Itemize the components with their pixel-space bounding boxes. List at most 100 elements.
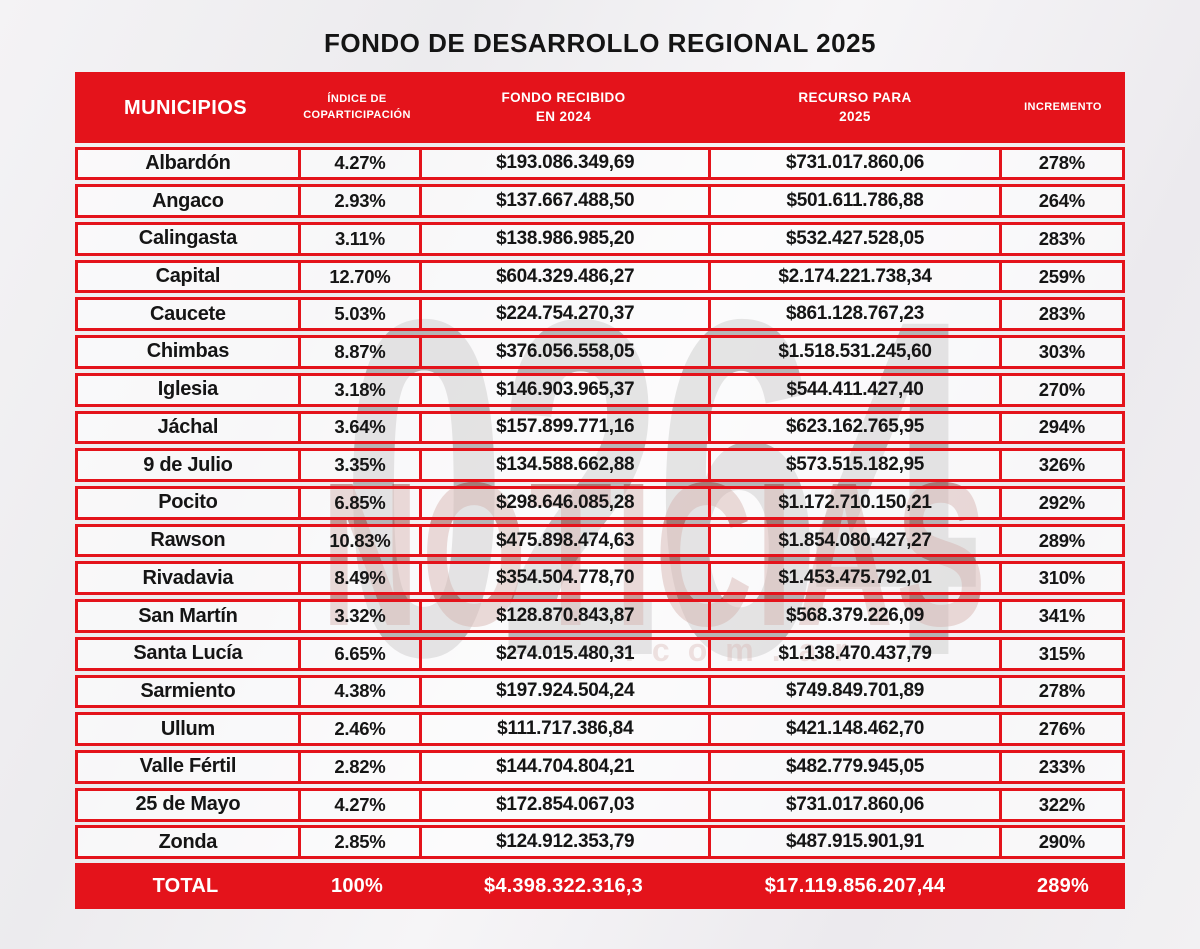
table-row: Albardón 4.27% $193.086.349,69 $731.017.… — [75, 146, 1125, 181]
cell-incremento: 292% — [998, 488, 1122, 517]
cell-recurso-2025: $544.411.427,40 — [708, 375, 999, 404]
cell-fondo-2024: $475.898.474,63 — [419, 526, 709, 555]
cell-recurso-2025: $1.453.475.792,01 — [708, 564, 999, 593]
header-cell-recurso-2025: RECURSO PARA 2025 — [798, 89, 912, 124]
cell-municipio: Iglesia — [78, 375, 298, 404]
cell-incremento: 322% — [998, 790, 1122, 819]
cell-municipio: 25 de Mayo — [78, 790, 298, 819]
cell-recurso-2025: $1.518.531.245,60 — [708, 338, 999, 366]
cell-indice-coparticipacion: 8.87% — [297, 338, 420, 366]
cell-municipio: Rivadavia — [78, 564, 298, 593]
cell-municipio: Zonda — [78, 828, 298, 857]
cell-fondo-2024: $124.912.353,79 — [419, 828, 709, 857]
cell-incremento: 341% — [998, 602, 1122, 630]
cell-municipio: Rawson — [78, 526, 298, 555]
cell-recurso-2025: $421.148.462,70 — [708, 715, 999, 744]
cell-indice-coparticipacion: 12.70% — [297, 262, 420, 291]
cell-recurso-2025: $623.162.765,95 — [708, 413, 999, 442]
header-cell-fondo-2024: FONDO RECIBIDO EN 2024 — [501, 89, 626, 124]
cell-indice-coparticipacion: 3.18% — [297, 375, 420, 404]
cell-municipio: Caucete — [78, 300, 298, 329]
total-fondo-2024: $4.398.322.316,3 — [484, 874, 643, 897]
cell-municipio: Sarmiento — [78, 677, 298, 706]
cell-fondo-2024: $224.754.270,37 — [419, 300, 709, 329]
total-recurso-2025: $17.119.856.207,44 — [764, 874, 946, 897]
cell-fondo-2024: $172.854.067,03 — [419, 790, 709, 819]
cell-municipio: Jáchal — [78, 413, 298, 442]
cell-fondo-2024: $137.667.488,50 — [419, 187, 709, 216]
cell-incremento: 278% — [998, 677, 1122, 706]
cell-recurso-2025: $749.849.701,89 — [708, 677, 999, 706]
cell-incremento: 233% — [998, 753, 1122, 781]
table-row: Pocito 6.85% $298.646.085,28 $1.172.710.… — [75, 485, 1125, 520]
cell-indice-coparticipacion: 2.93% — [297, 187, 420, 216]
table-row: Jáchal 3.64% $157.899.771,16 $623.162.76… — [75, 410, 1125, 445]
total-row: TOTAL 100% $4.398.322.316,3 $17.119.856.… — [75, 863, 1125, 910]
cell-fondo-2024: $144.704.804,21 — [419, 753, 709, 781]
cell-recurso-2025: $573.515.182,95 — [708, 451, 999, 480]
cell-recurso-2025: $861.128.767,23 — [708, 300, 999, 329]
cell-fondo-2024: $134.588.662,88 — [419, 451, 709, 480]
cell-recurso-2025: $487.915.901,91 — [708, 828, 999, 857]
regional-fund-table: MUNICIPIOS ÍNDICE DE COPARTICIPACIÓN FON… — [75, 72, 1125, 910]
cell-incremento: 270% — [998, 375, 1122, 404]
cell-incremento: 310% — [998, 564, 1122, 593]
total-label: TOTAL — [152, 874, 219, 897]
cell-recurso-2025: $731.017.860,06 — [708, 790, 999, 819]
cell-fondo-2024: $197.924.504,24 — [419, 677, 709, 706]
table-row: Rawson 10.83% $475.898.474,63 $1.854.080… — [75, 523, 1125, 558]
cell-municipio: Chimbas — [78, 338, 298, 366]
cell-municipio: 9 de Julio — [78, 451, 298, 480]
cell-indice-coparticipacion: 6.85% — [297, 488, 420, 517]
cell-municipio: Calingasta — [78, 224, 298, 253]
cell-incremento: 294% — [998, 413, 1122, 442]
table-row: Chimbas 8.87% $376.056.558,05 $1.518.531… — [75, 335, 1125, 369]
cell-fondo-2024: $146.903.965,37 — [419, 375, 709, 404]
cell-indice-coparticipacion: 6.65% — [297, 639, 420, 668]
cell-municipio: San Martín — [78, 602, 298, 630]
cell-recurso-2025: $501.611.786,88 — [708, 187, 999, 216]
cell-municipio: Valle Fértil — [78, 753, 298, 781]
cell-recurso-2025: $731.017.860,06 — [708, 149, 999, 178]
table-row: Zonda 2.85% $124.912.353,79 $487.915.901… — [75, 825, 1125, 860]
cell-indice-coparticipacion: 4.38% — [297, 677, 420, 706]
cell-incremento: 276% — [998, 715, 1122, 744]
cell-recurso-2025: $2.174.221.738,34 — [708, 262, 999, 291]
cell-indice-coparticipacion: 2.46% — [297, 715, 420, 744]
cell-fondo-2024: $354.504.778,70 — [419, 564, 709, 593]
cell-recurso-2025: $1.138.470.437,79 — [708, 639, 999, 668]
cell-fondo-2024: $298.646.085,28 — [419, 488, 709, 517]
table-row: Angaco 2.93% $137.667.488,50 $501.611.78… — [75, 184, 1125, 219]
cell-incremento: 278% — [998, 149, 1122, 178]
table-row: Rivadavia 8.49% $354.504.778,70 $1.453.4… — [75, 561, 1125, 596]
cell-fondo-2024: $274.015.480,31 — [419, 639, 709, 668]
cell-municipio: Capital — [78, 262, 298, 291]
cell-municipio: Ullum — [78, 715, 298, 744]
header-cell-municipios: MUNICIPIOS — [124, 96, 247, 119]
cell-municipio: Albardón — [78, 149, 298, 178]
table-row: Capital 12.70% $604.329.486,27 $2.174.22… — [75, 259, 1125, 294]
cell-municipio: Angaco — [78, 187, 298, 216]
cell-indice-coparticipacion: 2.85% — [297, 828, 420, 857]
cell-fondo-2024: $111.717.386,84 — [419, 715, 709, 744]
cell-fondo-2024: $193.086.349,69 — [419, 149, 709, 178]
page-title: FONDO DE DESARROLLO REGIONAL 2025 — [324, 28, 876, 58]
table-row: San Martín 3.32% $128.870.843,87 $568.37… — [75, 599, 1125, 633]
table-row: Ullum 2.46% $111.717.386,84 $421.148.462… — [75, 712, 1125, 747]
table-row: 25 de Mayo 4.27% $172.854.067,03 $731.01… — [75, 787, 1125, 822]
header-cell-indice: ÍNDICE DE COPARTICIPACIÓN — [303, 93, 411, 121]
cell-indice-coparticipacion: 4.27% — [297, 790, 420, 819]
cell-recurso-2025: $1.172.710.150,21 — [708, 488, 999, 517]
cell-fondo-2024: $604.329.486,27 — [419, 262, 709, 291]
header-cell-incremento: INCREMENTO — [1024, 100, 1102, 113]
table-row: Valle Fértil 2.82% $144.704.804,21 $482.… — [75, 750, 1125, 784]
cell-fondo-2024: $138.986.985,20 — [419, 224, 709, 253]
table-row: 9 de Julio 3.35% $134.588.662,88 $573.51… — [75, 448, 1125, 483]
cell-fondo-2024: $376.056.558,05 — [419, 338, 709, 366]
cell-incremento: 259% — [998, 262, 1122, 291]
cell-recurso-2025: $568.379.226,09 — [708, 602, 999, 630]
cell-incremento: 283% — [998, 300, 1122, 329]
cell-municipio: Santa Lucía — [78, 639, 298, 668]
total-indice: 100% — [331, 874, 383, 897]
